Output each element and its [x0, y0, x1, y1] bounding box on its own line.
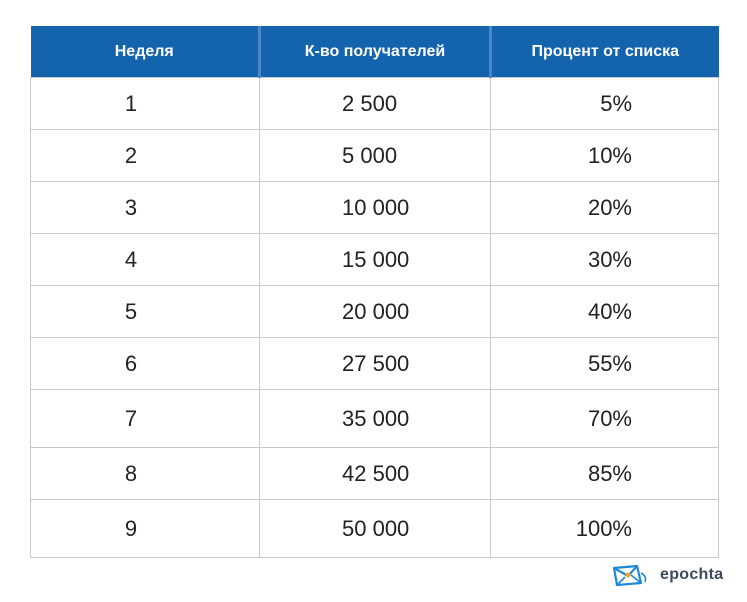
brand-name: epochta [660, 566, 724, 583]
cell-percent: 100% [490, 499, 719, 558]
cell-percent: 40% [490, 285, 719, 338]
header-percent: Процент от списка [489, 26, 719, 78]
cell-recipients: 2 500 [259, 77, 491, 130]
cell-week: 8 [30, 447, 260, 500]
table-row: 6 27 500 55% [30, 337, 719, 390]
cell-percent: 30% [490, 233, 719, 286]
cell-week: 7 [30, 389, 260, 448]
header-row: Неделя К-во получателей Процент от списк… [30, 26, 719, 78]
cell-percent: 55% [490, 337, 719, 390]
cell-recipients: 20 000 [259, 285, 491, 338]
cell-recipients: 42 500 [259, 447, 491, 500]
cell-recipients: 50 000 [259, 499, 491, 558]
table-row: 7 35 000 70% [30, 389, 719, 448]
cell-week: 1 [30, 77, 260, 130]
cell-week: 5 [30, 285, 260, 338]
cell-percent: 5% [490, 77, 719, 130]
envelope-logo-icon [612, 564, 647, 587]
recipients-table: Неделя К-во получателей Процент от списк… [30, 26, 719, 558]
cell-recipients: 15 000 [259, 233, 491, 286]
header-week: Неделя [30, 26, 260, 78]
cell-week: 3 [30, 181, 260, 234]
cell-recipients: 27 500 [259, 337, 491, 390]
table-row: 3 10 000 20% [30, 181, 719, 234]
table-row: 4 15 000 30% [30, 233, 719, 286]
cell-week: 6 [30, 337, 260, 390]
table-row: 5 20 000 40% [30, 285, 719, 338]
cell-percent: 10% [490, 129, 719, 182]
cell-week: 4 [30, 233, 260, 286]
table-row: 2 5 000 10% [30, 129, 719, 182]
table-row: 1 2 500 5% [30, 77, 719, 130]
table-row: 9 50 000 100% [30, 499, 719, 558]
brand-logo: epochta [611, 563, 724, 589]
header-recipients: К-во получателей [258, 26, 491, 78]
cell-recipients: 5 000 [259, 129, 491, 182]
cell-recipients: 10 000 [259, 181, 491, 234]
cell-week: 2 [30, 129, 260, 182]
cell-recipients: 35 000 [259, 389, 491, 448]
cell-percent: 85% [490, 447, 719, 500]
cell-percent: 70% [490, 389, 719, 448]
cell-percent: 20% [490, 181, 719, 234]
cell-week: 9 [30, 499, 260, 558]
table-row: 8 42 500 85% [30, 447, 719, 500]
